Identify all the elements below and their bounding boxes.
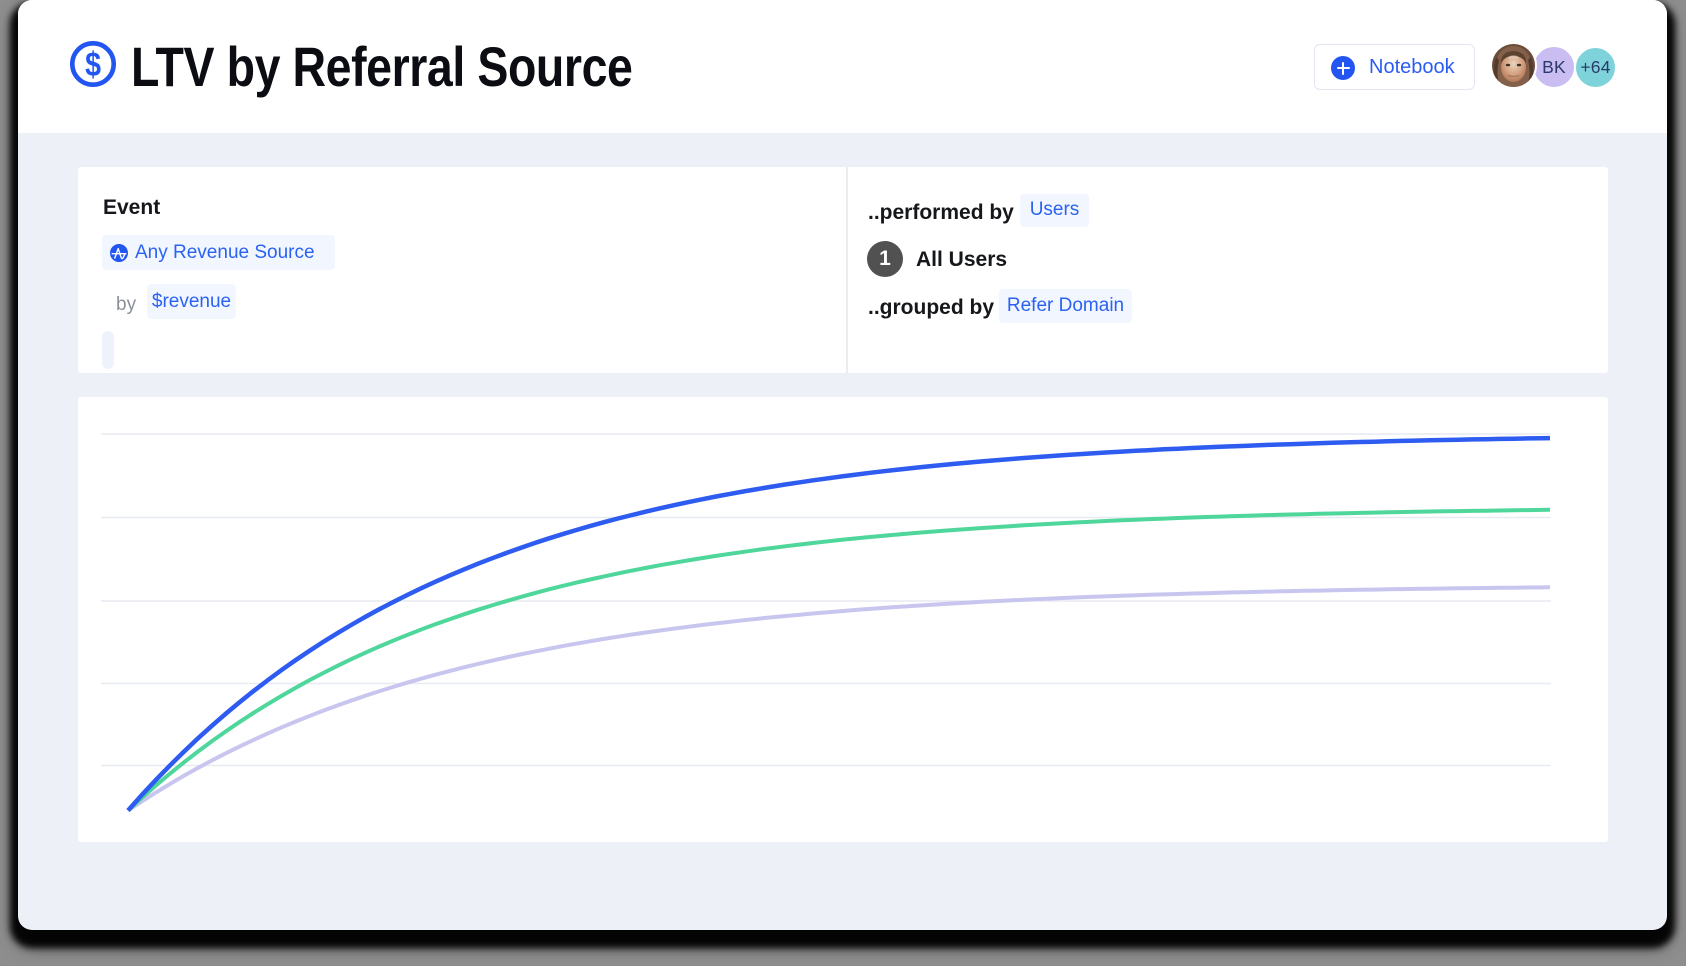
svg-text:$: $	[85, 46, 101, 84]
